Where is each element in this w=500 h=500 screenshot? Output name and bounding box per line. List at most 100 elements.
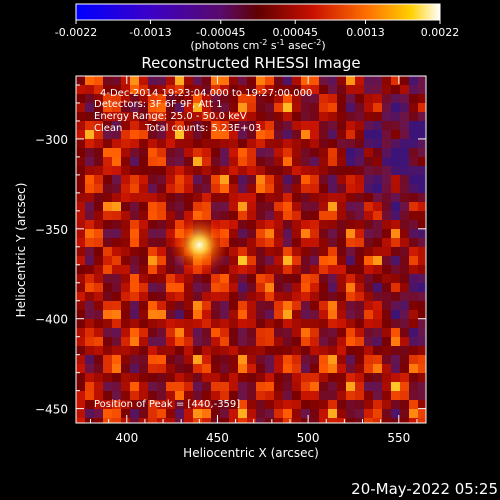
heatmap-cell: [346, 247, 355, 256]
heatmap-cell: [364, 310, 373, 319]
heatmap-cell: [319, 193, 328, 202]
heatmap-cell: [274, 76, 283, 85]
heatmap-cell: [382, 121, 391, 130]
heatmap-cell: [283, 148, 292, 157]
heatmap-cell: [121, 409, 130, 418]
heatmap-cell: [76, 382, 85, 391]
heatmap-cell: [238, 382, 247, 391]
heatmap-cell: [265, 292, 274, 301]
heatmap-cell: [220, 121, 229, 130]
heatmap-cell: [220, 364, 229, 373]
heatmap-cell: [193, 166, 202, 175]
heatmap-cell: [76, 355, 85, 364]
heatmap-cell: [355, 103, 364, 112]
heatmap-cell: [193, 274, 202, 283]
heatmap-cell: [400, 139, 409, 148]
heatmap-cell: [211, 328, 220, 337]
heatmap-cell: [337, 85, 346, 94]
heatmap-cell: [265, 283, 274, 292]
heatmap-cell: [166, 364, 175, 373]
heatmap-cell: [121, 130, 130, 139]
x-tick-label: 400: [115, 431, 138, 445]
heatmap-cell: [103, 391, 112, 400]
heatmap-cell: [247, 148, 256, 157]
heatmap-cell: [382, 265, 391, 274]
heatmap-cell: [400, 148, 409, 157]
heatmap-cell: [130, 139, 139, 148]
heatmap-cell: [346, 139, 355, 148]
heatmap-cell: [193, 76, 202, 85]
heatmap-cell: [193, 121, 202, 130]
heatmap-cell: [256, 148, 265, 157]
heatmap-cell: [301, 346, 310, 355]
heatmap-cell: [292, 121, 301, 130]
heatmap-cell: [409, 94, 418, 103]
heatmap-cell: [355, 328, 364, 337]
heatmap-cell: [166, 148, 175, 157]
heatmap-cell: [85, 418, 94, 423]
heatmap-cell: [76, 85, 85, 94]
heatmap-cell: [76, 418, 85, 423]
heatmap-cell: [274, 292, 283, 301]
heatmap-cell: [229, 409, 238, 418]
heatmap-cell: [247, 76, 256, 85]
heatmap-cell: [382, 220, 391, 229]
heatmap-cell: [319, 103, 328, 112]
heatmap-cell: [373, 310, 382, 319]
heatmap-cell: [229, 121, 238, 130]
heatmap-cell: [166, 418, 175, 423]
heatmap-cell: [148, 121, 157, 130]
heatmap-cell: [382, 328, 391, 337]
heatmap-cell: [202, 418, 211, 423]
heatmap-cell: [229, 400, 238, 409]
heatmap-cell: [256, 364, 265, 373]
heatmap-cell: [103, 400, 112, 409]
heatmap-cell: [148, 202, 157, 211]
heatmap-cell: [238, 121, 247, 130]
heatmap-cell: [337, 211, 346, 220]
heatmap-cell: [391, 418, 400, 423]
heatmap-cell: [166, 103, 175, 112]
heatmap-cell: [130, 220, 139, 229]
heatmap-cell: [301, 391, 310, 400]
heatmap-cell: [391, 274, 400, 283]
heatmap-cell: [148, 418, 157, 423]
heatmap-cell: [301, 193, 310, 202]
heatmap-cell: [337, 256, 346, 265]
annotation-peak-position: Position of Peak = [440,-359]: [94, 399, 240, 410]
heatmap-cell: [139, 220, 148, 229]
heatmap-cell: [301, 310, 310, 319]
heatmap-cell: [166, 256, 175, 265]
heatmap-cell: [301, 373, 310, 382]
heatmap-cell: [184, 364, 193, 373]
heatmap-cell: [310, 112, 319, 121]
heatmap-cell: [319, 202, 328, 211]
annotation-time-range: 4-Dec-2014 19:23:04.000 to 19:27:00.000: [100, 88, 312, 99]
heatmap-cell: [364, 121, 373, 130]
heatmap-cell: [202, 364, 211, 373]
heatmap-cell: [400, 265, 409, 274]
heatmap-cell: [139, 256, 148, 265]
heatmap-cell: [319, 355, 328, 364]
heatmap-cell: [256, 283, 265, 292]
heatmap-cell: [328, 121, 337, 130]
heatmap-cell: [193, 319, 202, 328]
heatmap-cell: [274, 274, 283, 283]
heatmap-cell: [337, 76, 346, 85]
heatmap-cell: [391, 220, 400, 229]
heatmap-cell: [373, 328, 382, 337]
heatmap-cell: [355, 76, 364, 85]
heatmap-cell: [355, 409, 364, 418]
heatmap-cell: [310, 211, 319, 220]
heatmap-cell: [355, 301, 364, 310]
heatmap-cell: [310, 202, 319, 211]
colorbar-unit-label: (photons cm-2 s-1 asec-2): [190, 38, 325, 52]
heatmap-cell: [211, 139, 220, 148]
heatmap-cell: [418, 175, 426, 184]
heatmap-cell: [247, 265, 256, 274]
heatmap-cell: [184, 346, 193, 355]
heatmap-cell: [121, 94, 130, 103]
heatmap-cell: [130, 76, 139, 85]
heatmap-cell: [175, 409, 184, 418]
heatmap-cell: [337, 328, 346, 337]
